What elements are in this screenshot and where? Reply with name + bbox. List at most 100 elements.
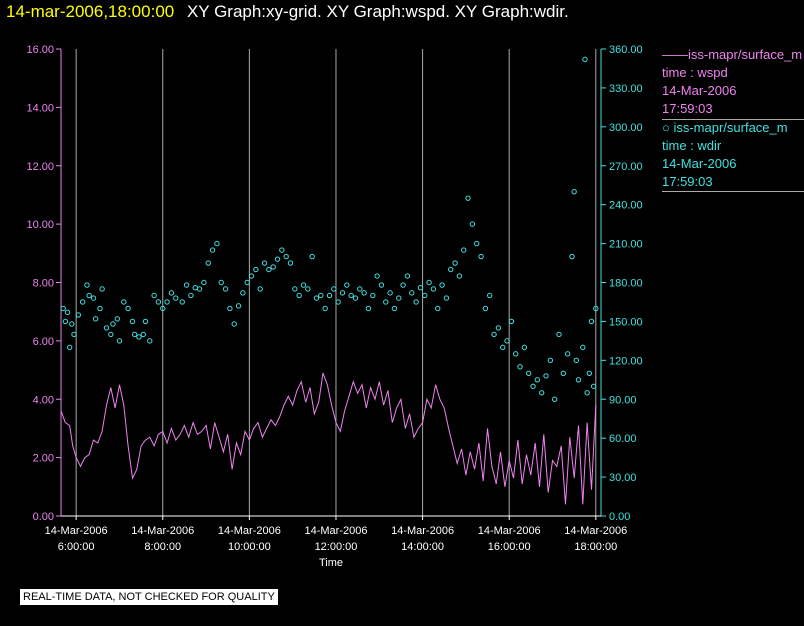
data-point-wdir — [357, 286, 363, 292]
data-point-wdir — [129, 318, 136, 325]
data-point-wdir — [422, 292, 428, 299]
legend-wspd-var: time : wspd — [662, 65, 728, 80]
data-point-wdir — [491, 331, 497, 338]
right-tick-label: 60.00 — [609, 433, 637, 445]
data-point-wdir — [400, 282, 406, 288]
data-point-wdir — [147, 338, 153, 344]
data-point-wdir — [266, 266, 272, 273]
left-tick-label: 10.00 — [26, 219, 54, 231]
data-point-wdir — [279, 247, 285, 253]
data-point-wdir — [160, 305, 166, 312]
left-tick-label: 12.00 — [26, 161, 54, 173]
x-tick-date: 14-Mar-2006 — [391, 525, 454, 537]
data-point-wdir — [525, 370, 532, 377]
data-point-wdir — [344, 282, 350, 288]
data-point-wdir — [391, 305, 398, 312]
data-point-wdir — [543, 373, 549, 379]
data-point-wdir — [86, 292, 92, 299]
data-point-wdir — [417, 284, 424, 291]
data-point-wdir — [99, 286, 105, 292]
data-point-wdir — [296, 292, 302, 299]
data-point-wdir — [474, 240, 480, 247]
data-point-wdir — [465, 195, 471, 201]
data-point-wdir — [257, 286, 263, 292]
data-point-wdir — [92, 316, 99, 322]
x-tick-time: 18:00:00 — [574, 541, 617, 553]
right-tick-label: 240.00 — [609, 200, 643, 212]
series-line-wspd — [60, 372, 597, 505]
data-point-wdir — [90, 295, 97, 301]
left-tick-label: 4.00 — [33, 394, 54, 406]
right-tick-label: 300.00 — [609, 122, 643, 134]
data-point-wdir — [309, 253, 315, 260]
data-point-wdir — [586, 370, 593, 377]
data-point-wdir — [452, 260, 458, 266]
data-point-wdir — [352, 295, 359, 301]
data-point-wdir — [551, 396, 558, 402]
x-axis-label: Time — [319, 557, 343, 569]
data-point-wdir — [292, 286, 298, 292]
legend-wdir: ○ iss-mapr/surface_m time : wdir 14-Mar-… — [662, 119, 804, 191]
data-point-wdir — [214, 240, 220, 247]
data-point-wdir — [218, 279, 224, 286]
data-point-wdir — [201, 279, 207, 286]
data-point-wdir — [125, 305, 131, 312]
data-point-wdir — [547, 357, 554, 364]
legend-divider — [662, 191, 804, 192]
data-point-wdir — [396, 295, 402, 301]
data-point-wdir — [370, 292, 376, 299]
data-point-wdir — [580, 344, 586, 351]
left-tick-label: 14.00 — [26, 102, 54, 114]
data-point-wdir — [142, 318, 149, 325]
legend-divider — [662, 119, 804, 120]
data-point-wdir — [575, 377, 582, 383]
data-point-wdir — [590, 383, 597, 389]
data-point-wdir — [192, 284, 198, 291]
data-point-wdir — [335, 299, 341, 305]
data-point-wdir — [383, 299, 389, 305]
data-point-wdir — [248, 273, 255, 279]
right-tick-label: 90.00 — [609, 394, 637, 406]
data-point-wdir — [69, 321, 75, 327]
data-point-wdir — [521, 344, 528, 351]
legend-wdir-time: 17:59:03 — [662, 174, 713, 189]
right-tick-label: 180.00 — [609, 278, 643, 290]
data-point-wdir — [318, 292, 324, 299]
data-point-wdir — [253, 266, 259, 273]
data-point-wdir — [62, 318, 69, 325]
data-point-wdir — [538, 390, 545, 396]
left-tick-label: 0.00 — [33, 511, 54, 523]
data-point-wdir — [374, 273, 380, 279]
x-tick-time: 14:00:00 — [401, 541, 444, 553]
data-point-wdir — [274, 256, 281, 262]
data-point-wdir — [103, 325, 110, 331]
left-tick-label: 16.00 — [26, 44, 54, 56]
data-point-wdir — [188, 292, 194, 299]
data-point-wdir — [573, 357, 580, 364]
data-point-wdir — [482, 305, 489, 312]
left-tick-label: 2.00 — [33, 453, 54, 465]
data-point-wdir — [79, 299, 86, 305]
data-point-wdir — [108, 331, 114, 338]
data-point-wdir — [469, 221, 476, 227]
legend-wspd-date: 14-Mar-2006 — [662, 83, 737, 98]
data-point-wdir — [244, 279, 250, 286]
data-point-wdir — [227, 305, 233, 312]
data-point-wdir — [116, 338, 123, 344]
data-point-wdir — [131, 331, 138, 338]
legend-wspd: ——iss-mapr/surface_m time : wspd 14-Mar-… — [662, 46, 804, 118]
data-point-wdir — [588, 318, 595, 325]
data-point-wdir — [556, 331, 562, 338]
data-point-wdir — [348, 292, 354, 299]
data-point-wdir — [500, 344, 506, 351]
data-point-wdir — [300, 282, 307, 288]
data-point-wdir — [430, 286, 437, 292]
quality-disclaimer: REAL-TIME DATA, NOT CHECKED FOR QUALITY — [20, 589, 278, 605]
data-point-wdir — [97, 305, 103, 312]
data-point-wdir — [582, 56, 588, 63]
right-tick-label: 360.00 — [609, 44, 643, 56]
data-point-wdir — [84, 282, 90, 288]
data-point-wdir — [365, 305, 372, 312]
data-point-wdir — [270, 264, 276, 270]
